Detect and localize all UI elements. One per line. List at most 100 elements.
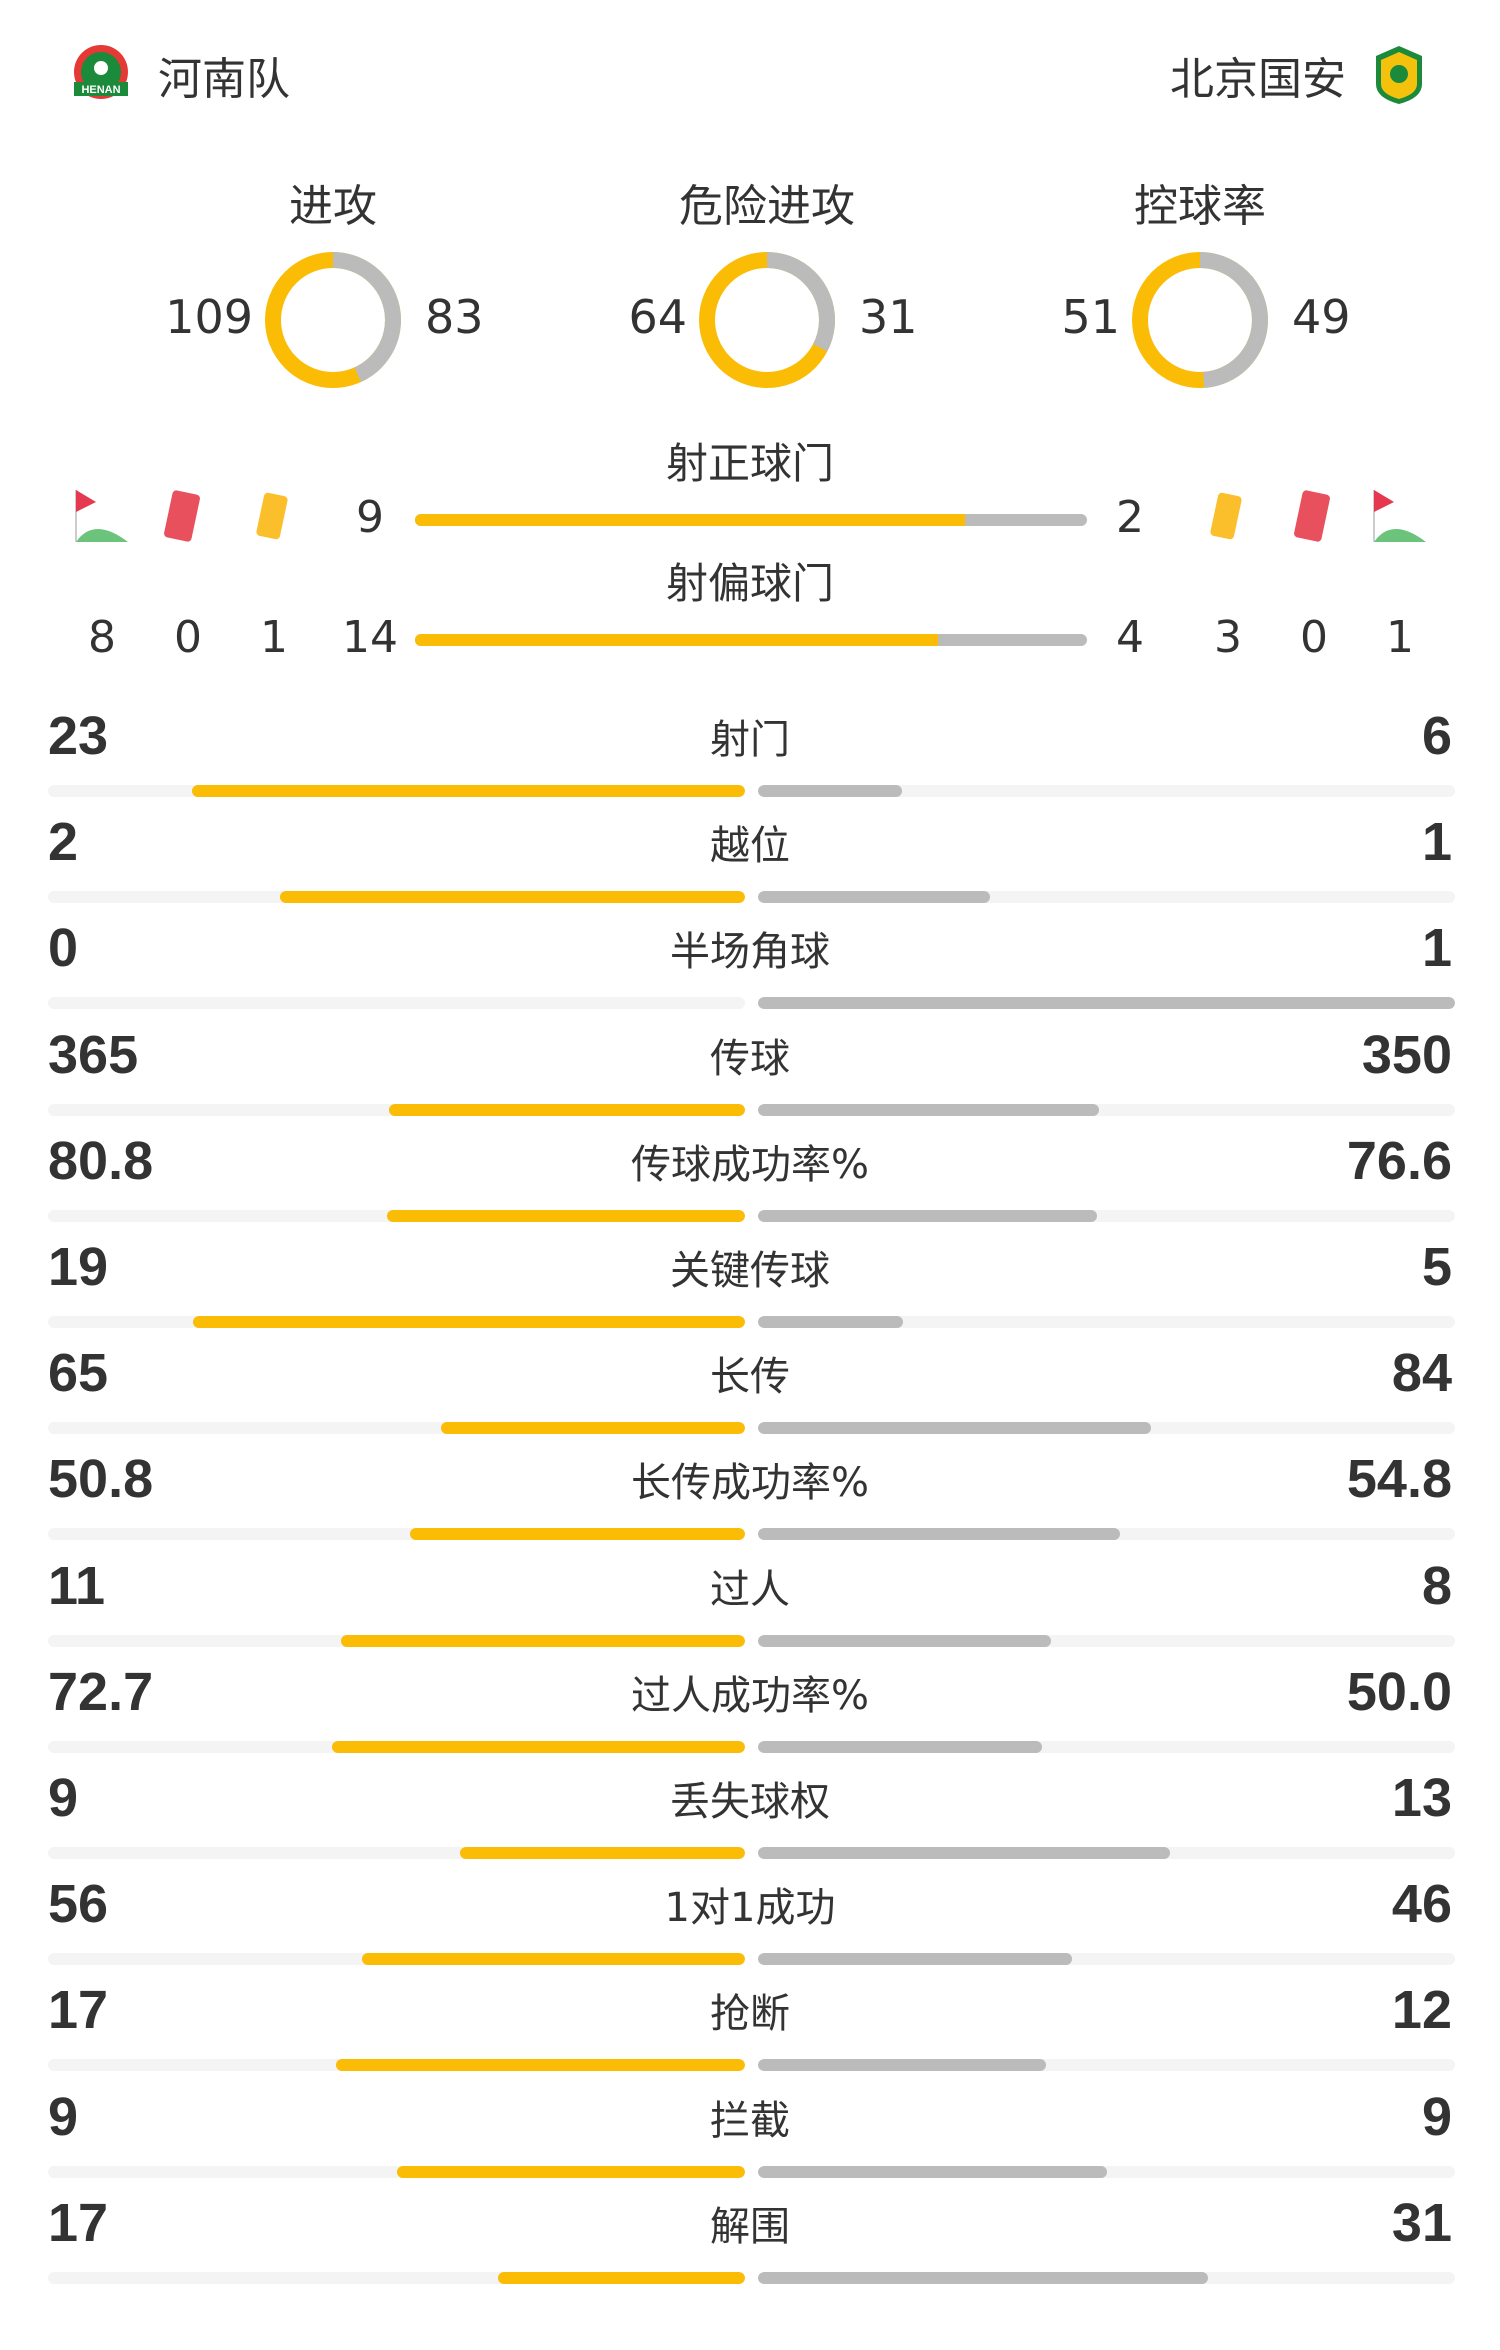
stat-label: 传球 (710, 1035, 790, 1082)
stat-label: 长传 (710, 1354, 790, 1401)
stat-home-value: 19 (48, 1237, 109, 1297)
stat-away-track (758, 1634, 1455, 1647)
stat-away-fill (758, 1422, 1151, 1435)
donut-title: 控球率 (1134, 181, 1266, 232)
stat-home-track (48, 891, 745, 904)
stat-home-value: 9 (48, 1768, 79, 1828)
stat-away-value: 6 (1421, 706, 1452, 766)
stat-row: 80.8 传球成功率% 76.6 (0, 1122, 1500, 1228)
stat-away-fill (758, 1953, 1073, 1966)
away-team-logo (1370, 44, 1428, 106)
stat-home-fill (280, 891, 745, 904)
stat-home-fill (336, 2059, 745, 2072)
stat-row: 365 传球 350 (0, 1016, 1500, 1122)
stat-home-track (48, 1634, 745, 1647)
donut-home-value: 51 (1061, 290, 1120, 344)
stat-row: 65 长传 84 (0, 1334, 1500, 1440)
stat-row: 50.8 长传成功率% 54.8 (0, 1440, 1500, 1546)
stat-label: 过人成功率% (630, 1672, 869, 1719)
stat-away-track (758, 1740, 1455, 1753)
home-team[interactable]: HENAN 河南队 (72, 45, 290, 105)
stat-home-value: 65 (48, 1343, 109, 1404)
stat-home-value: 0 (48, 918, 79, 979)
away-corner-icon (1373, 490, 1426, 542)
stat-home-value: 2 (48, 812, 79, 873)
stat-home-value: 50.8 (48, 1449, 154, 1510)
home-shots-off-target: 14 (342, 612, 398, 663)
donut-away-arc (265, 252, 401, 388)
stat-away-track (758, 997, 1455, 1010)
stat-away-value: 1 (1421, 918, 1452, 979)
stat-home-track (48, 997, 745, 1010)
stat-home-fill (396, 2165, 745, 2178)
stat-away-value: 9 (1421, 2086, 1452, 2147)
svg-text:HENAN: HENAN (81, 84, 120, 96)
stat-label: 半场角球 (670, 929, 830, 976)
stat-label: 过人 (710, 1566, 790, 1613)
stat-away-value: 31 (1391, 2192, 1452, 2253)
stat-row: 56 1对1成功 46 (0, 1865, 1500, 1971)
away-shots-on-target: 2 (1116, 492, 1144, 543)
donut-chart (699, 252, 835, 388)
stat-away-track (758, 1422, 1455, 1435)
donut-away-arc (699, 252, 835, 388)
stat-home-fill (409, 1528, 745, 1541)
donut-title: 危险进攻 (679, 181, 855, 232)
donut-chart (265, 252, 401, 388)
stat-home-track (48, 2059, 745, 2072)
stat-away-track (758, 1953, 1455, 1966)
stat-home-track (48, 2271, 745, 2284)
stat-home-fill (440, 1422, 745, 1435)
stat-row: 19 关键传球 5 (0, 1228, 1500, 1334)
stat-row: 2 越位 1 (0, 803, 1500, 909)
stat-label: 越位 (710, 823, 790, 870)
stat-home-track (48, 1740, 745, 1753)
stat-home-track (48, 1103, 745, 1116)
stat-home-value: 72.7 (48, 1661, 154, 1722)
stat-away-fill (758, 2271, 1209, 2284)
stat-home-fill (193, 1316, 745, 1328)
stat-away-track (758, 1316, 1455, 1328)
stat-row: 17 解围 31 (0, 2184, 1500, 2290)
stat-home-value: 17 (48, 2192, 109, 2253)
home-red-cards: 0 (174, 612, 202, 663)
stat-away-fill (758, 1103, 1100, 1116)
stat-away-track (758, 2165, 1455, 2178)
away-red-cards: 0 (1300, 612, 1328, 663)
stat-home-fill (387, 1209, 745, 1222)
stat-label: 关键传球 (670, 1248, 830, 1294)
stat-row: 23 射门 6 (0, 697, 1500, 803)
stat-away-value: 12 (1391, 1980, 1452, 2041)
stat-away-fill (758, 1528, 1120, 1541)
stat-away-value: 76.6 (1346, 1130, 1452, 1191)
home-yellow-cards: 1 (260, 612, 288, 663)
stat-row: 17 抢断 12 (0, 1971, 1500, 2077)
stat-row: 0 半场角球 1 (0, 909, 1500, 1015)
stat-away-track (758, 891, 1455, 904)
away-team-name: 北京国安 (1170, 54, 1346, 105)
donut-title: 进攻 (289, 181, 377, 232)
stat-home-value: 9 (48, 2086, 79, 2147)
stat-away-value: 5 (1421, 1237, 1452, 1297)
stat-away-fill (758, 1740, 1043, 1753)
stat-away-track (758, 2059, 1455, 2072)
stat-home-fill (498, 2271, 745, 2284)
stat-away-value: 8 (1421, 1555, 1452, 1616)
stat-away-fill (758, 1316, 904, 1328)
away-team[interactable]: 北京国安 (1170, 45, 1428, 105)
stat-label: 传球成功率% (630, 1141, 869, 1188)
stat-away-fill (758, 1847, 1170, 1859)
stat-home-fill (332, 1740, 745, 1753)
shots-on-target-bar (415, 514, 1087, 526)
stat-away-fill (758, 2165, 1107, 2178)
stat-label: 抢断 (710, 1991, 790, 2038)
stat-home-track (48, 1953, 745, 1966)
stat-away-fill (758, 785, 903, 797)
stat-home-fill (362, 1953, 745, 1966)
stat-home-value: 56 (48, 1874, 109, 1935)
stat-away-fill (758, 891, 991, 904)
stat-away-fill (758, 1634, 1052, 1647)
stat-label: 拦截 (710, 2097, 790, 2144)
stat-away-fill (758, 997, 1455, 1010)
home-shots-on-target: 9 (356, 492, 384, 543)
